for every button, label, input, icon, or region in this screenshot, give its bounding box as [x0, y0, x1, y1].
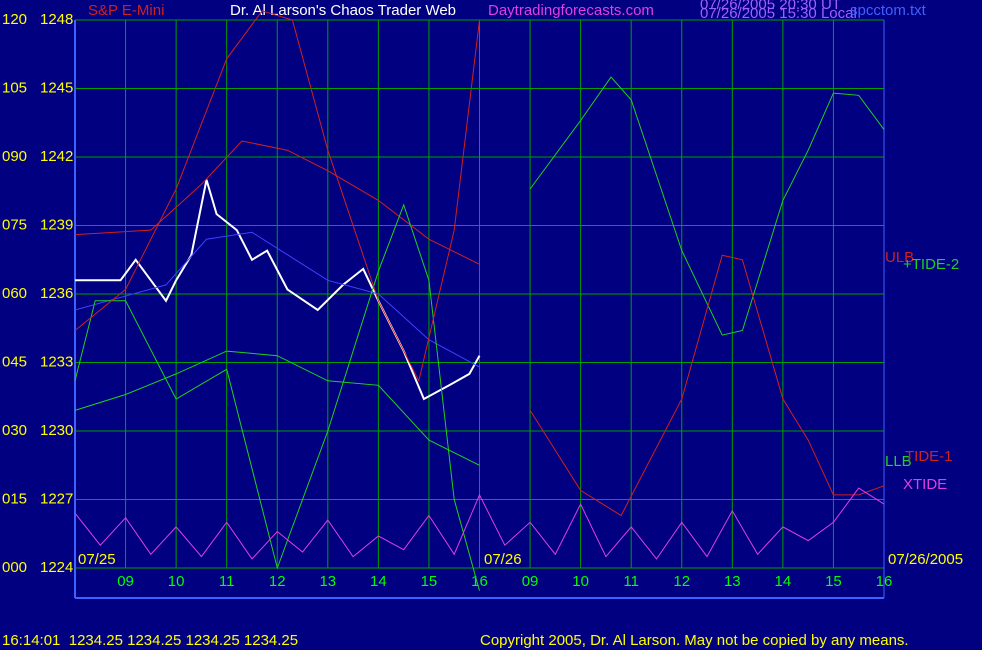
- x-tick-label: 10: [168, 573, 185, 590]
- x-tick-label: 10: [572, 573, 589, 590]
- x-tick-label: 14: [370, 573, 387, 590]
- y-tick-label: 1224: [40, 559, 73, 576]
- series-line: [74, 487, 885, 560]
- series-line: [74, 10, 885, 517]
- x-tick-label: 13: [724, 573, 741, 590]
- file-name: spcctom.txt: [850, 2, 927, 19]
- legend-label: XTIDE: [903, 476, 947, 493]
- x-tick-label: 09: [522, 573, 539, 590]
- x-tick-label: 13: [319, 573, 336, 590]
- x-tick-label: 11: [219, 573, 235, 590]
- legend-label: ULB: [885, 249, 914, 266]
- y-tick-label: 1227: [40, 490, 73, 507]
- y2-tick-label: 045: [2, 353, 27, 370]
- x-tick-label: 12: [673, 573, 690, 590]
- y-tick-label: 1239: [40, 216, 73, 233]
- x-tick-label: 11: [623, 573, 639, 590]
- y2-tick-label: 000: [2, 559, 27, 576]
- y2-tick-label: 120: [2, 11, 27, 28]
- legend-label: LLB: [885, 453, 912, 470]
- x-tick-label: 15: [421, 573, 438, 590]
- timestamp-local: 07/26/2005 15:30 Local: [700, 5, 857, 22]
- y-tick-label: 1242: [40, 148, 73, 165]
- series-line: [74, 231, 480, 368]
- copyright: Copyright 2005, Dr. Al Larson. May not b…: [480, 632, 909, 649]
- y2-tick-label: 060: [2, 285, 27, 302]
- y2-tick-label: 090: [2, 148, 27, 165]
- chart-title: Dr. Al Larson's Chaos Trader Web: [230, 2, 456, 19]
- series-line: [74, 140, 480, 265]
- x-tick-label: 16: [471, 573, 488, 590]
- y2-tick-label: 075: [2, 216, 27, 233]
- legend-label: +TIDE-2: [903, 256, 959, 273]
- date-label: 07/25: [78, 551, 116, 568]
- x-tick-label: 14: [775, 573, 792, 590]
- y-tick-label: 1248: [40, 11, 73, 28]
- y-tick-label: 1230: [40, 422, 73, 439]
- y-tick-label: 1233: [40, 353, 73, 370]
- y2-tick-label: 105: [2, 79, 27, 96]
- legend-label: TIDE-1: [905, 448, 953, 465]
- y-tick-label: 1245: [40, 79, 73, 96]
- series-line: [74, 76, 885, 591]
- date-label: 07/26/2005: [888, 551, 963, 568]
- instrument: S&P E-Mini: [88, 2, 164, 19]
- y2-tick-label: 015: [2, 490, 27, 507]
- timestamp-ut: 07/26/2005 20:30 UT: [700, 0, 841, 13]
- y-tick-label: 1236: [40, 285, 73, 302]
- y2-tick-label: 030: [2, 422, 27, 439]
- series-line: [75, 179, 481, 401]
- series-line: [74, 350, 480, 466]
- date-label: 07/26: [484, 551, 522, 568]
- status: 16:14:01 1234.25 1234.25 1234.25 1234.25: [2, 632, 298, 649]
- site: Daytradingforecasts.com: [488, 2, 654, 19]
- x-tick-label: 15: [825, 573, 842, 590]
- x-tick-label: 12: [269, 573, 286, 590]
- x-tick-label: 09: [117, 573, 134, 590]
